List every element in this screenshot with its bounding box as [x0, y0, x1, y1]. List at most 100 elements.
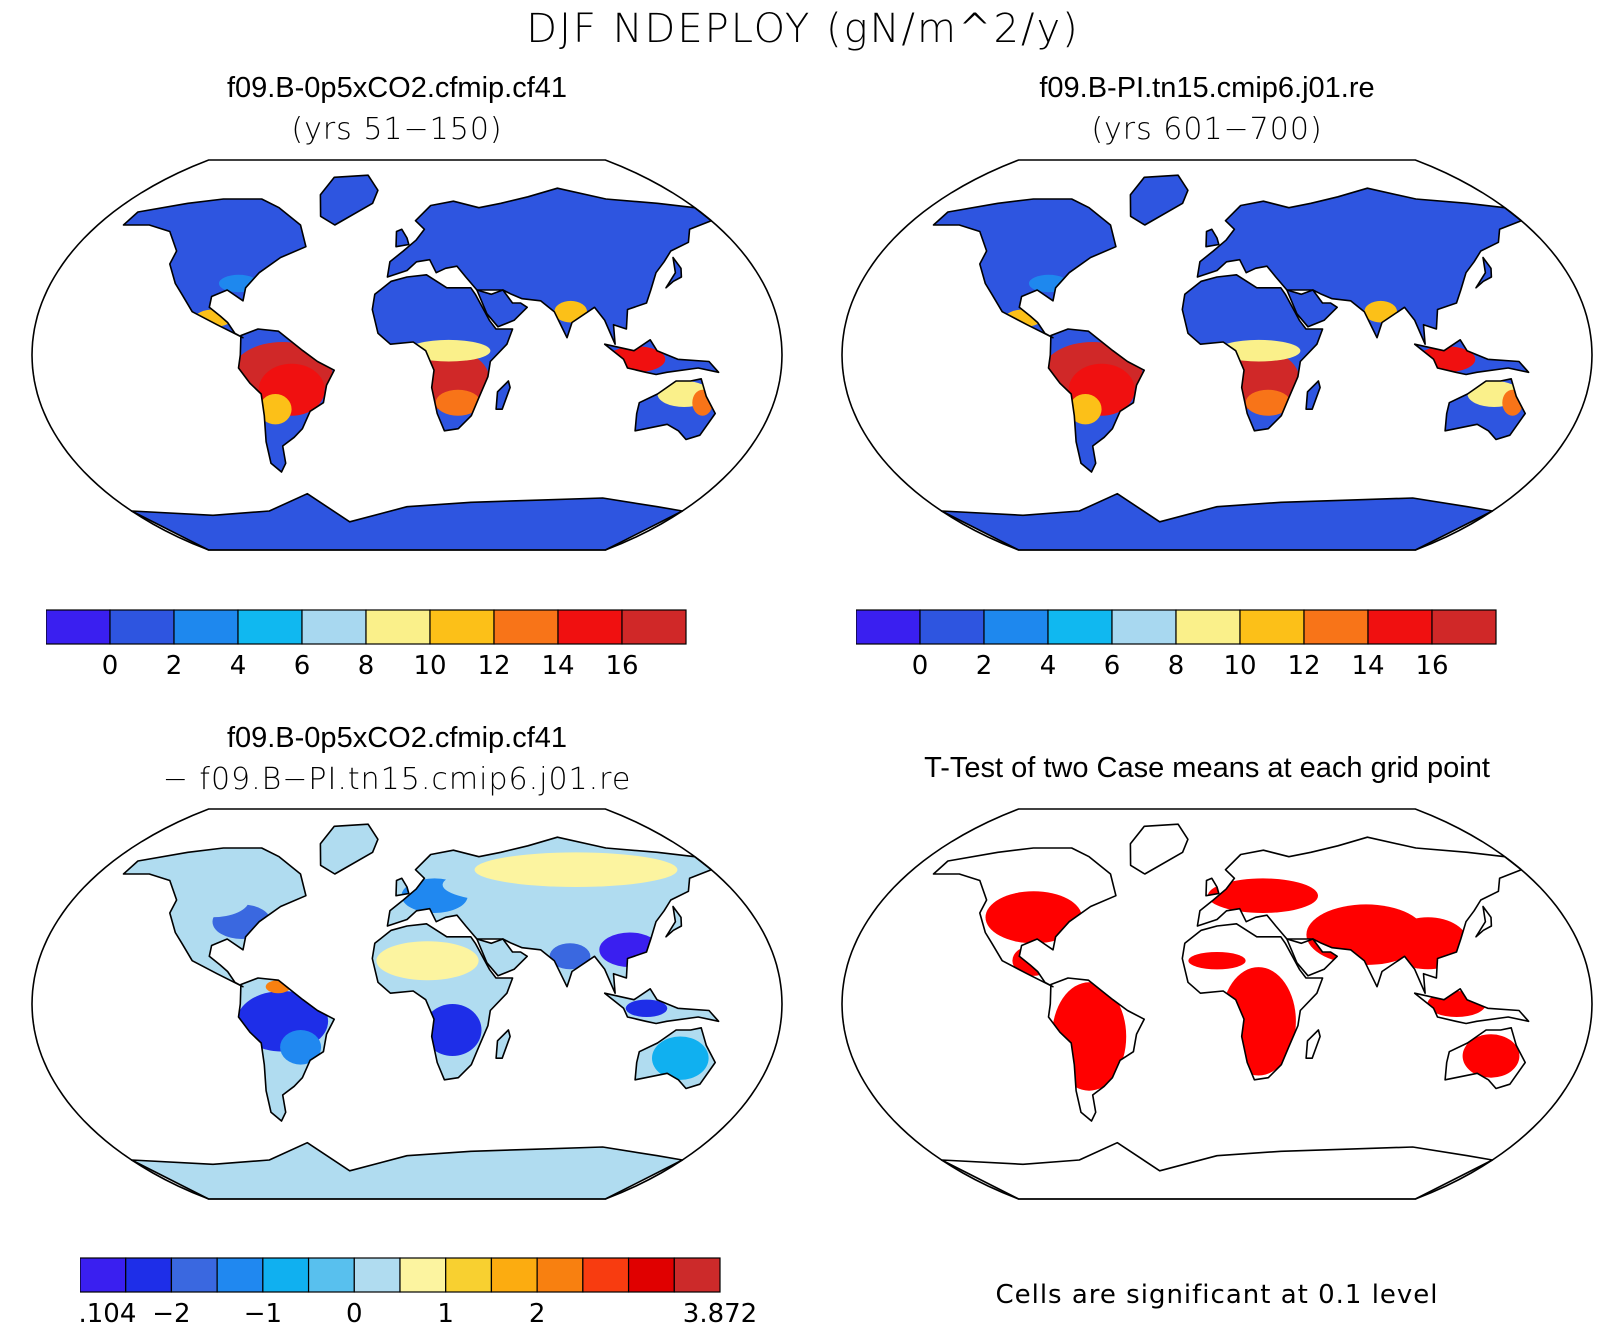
panel-2-title: f09.B-PI.tn15.cmip6.j01.re — [1039, 72, 1375, 104]
colorbar-box — [856, 609, 921, 645]
land-japan — [1476, 906, 1492, 937]
colorbar-box — [173, 609, 239, 645]
colorbar-box — [262, 1257, 310, 1293]
colorbar-box — [493, 609, 559, 645]
coastline-greenland — [319, 823, 379, 875]
field-region-1 — [280, 1030, 322, 1065]
coastline-africa — [371, 923, 514, 1081]
coastline-north_america — [122, 198, 307, 339]
coastline-north_america — [932, 847, 1117, 988]
colorbar-box — [125, 1257, 173, 1293]
colorbar-tick-label: −1 — [244, 1299, 282, 1324]
coastline-south_america — [1047, 328, 1145, 473]
panel-1-colorbar: 0 2 4 6 8 10 12 14 16 — [46, 609, 687, 681]
colorbar-box — [237, 609, 303, 645]
land-madagascar — [496, 1030, 511, 1059]
colorbar-tick-label: 16 — [605, 651, 638, 681]
land-north_america — [123, 199, 306, 338]
coastline-japan — [665, 905, 683, 938]
coastline-arabia — [476, 289, 528, 328]
colorbar-box — [307, 1257, 355, 1293]
land-antarctica — [941, 1142, 1493, 1199]
coastline-eurasia — [386, 187, 713, 345]
land-north_america — [933, 199, 1116, 338]
colorbar-box — [445, 1257, 493, 1293]
coastline-africa — [1181, 923, 1324, 1081]
coastline-japan — [1475, 256, 1493, 289]
field-region-4 — [1207, 878, 1318, 913]
coastline-australia — [634, 378, 716, 441]
land-arabia — [1286, 939, 1338, 976]
land-uk — [1206, 229, 1219, 247]
land-arabia — [476, 939, 528, 976]
colorbar-tick-label: 4 — [1040, 651, 1057, 681]
colorbar-box — [365, 609, 431, 645]
coastline-greenland — [319, 174, 379, 226]
panel-1-map — [31, 159, 783, 551]
land-antarctica — [131, 493, 683, 550]
field-region-6 — [474, 852, 678, 887]
panel-3-title: f09.B-0p5xCO2.cfmip.cf41 — [226, 722, 568, 754]
coastline-uk — [1205, 877, 1220, 897]
land-arabia — [1286, 290, 1338, 327]
panel-4-title: T-Test of two Case means at each grid po… — [924, 752, 1490, 784]
colorbar-box — [80, 1257, 127, 1293]
colorbar-box — [170, 1257, 218, 1293]
colorbar-tick-label: 4 — [230, 651, 247, 681]
land-eurasia — [1197, 188, 1522, 345]
coastline-indonesia — [1413, 339, 1530, 376]
field-region-5 — [1245, 389, 1291, 416]
colorbar-tick-label: 10 — [413, 651, 446, 681]
coastline-antarctica — [940, 1141, 1494, 1200]
coastline-indonesia — [603, 339, 720, 376]
coastline-madagascar — [495, 1029, 511, 1059]
colorbar-tick-label: 8 — [358, 651, 375, 681]
land-madagascar — [1306, 381, 1321, 410]
land-japan — [1476, 257, 1492, 288]
coastline-madagascar — [1305, 380, 1321, 410]
field-region-11 — [652, 1036, 709, 1080]
colorbar-box — [399, 1257, 447, 1293]
colorbar-box — [621, 609, 687, 645]
panel-2-subtitle: (yrs 601−700) — [1091, 112, 1323, 147]
colorbar-box — [1367, 609, 1433, 645]
coastline-madagascar — [1305, 1029, 1321, 1059]
land-greenland — [320, 175, 378, 225]
coastline-south_america — [237, 328, 335, 473]
colorbar-tick-label: 2 — [529, 1299, 546, 1324]
field-region-7 — [1462, 1034, 1520, 1078]
coastline-africa — [1181, 274, 1324, 432]
coastline-australia — [1444, 378, 1526, 441]
field-region-3 — [174, 882, 250, 918]
colorbar-box — [46, 609, 111, 645]
colorbar-tick-label: 2 — [166, 651, 183, 681]
field-region-12 — [625, 999, 668, 1017]
coastline-eurasia — [386, 836, 713, 994]
colorbar-tick-label: 16 — [1415, 651, 1448, 681]
land-madagascar — [496, 381, 511, 410]
colorbar-tick-label: 10 — [1223, 651, 1256, 681]
field-region-10 — [549, 943, 591, 970]
coastline-south_america — [237, 977, 335, 1122]
panel-2-map — [841, 159, 1593, 551]
colorbar-tick-label: 2 — [976, 651, 993, 681]
colorbar-box — [429, 609, 495, 645]
globe-outline — [31, 159, 783, 551]
coastline-antarctica — [130, 1141, 684, 1200]
land-antarctica — [131, 1142, 683, 1199]
colorbar-box — [673, 1257, 721, 1293]
colorbar-box — [301, 609, 367, 645]
field-region-2 — [1069, 394, 1102, 425]
colorbar-box — [627, 1257, 675, 1293]
colorbar-tick-label: 6 — [294, 651, 311, 681]
coastline-greenland — [1129, 823, 1189, 875]
colorbar-tick-label: 0 — [346, 1299, 363, 1324]
field-region-0 — [985, 891, 1082, 944]
colorbar-tick-label: 12 — [1287, 651, 1320, 681]
coastline-north_america — [122, 847, 307, 988]
coastline-south_america — [1047, 977, 1145, 1122]
globe-outline — [31, 808, 783, 1200]
colorbar-tick-label: 3.872 — [683, 1299, 757, 1324]
coastline-eurasia — [1196, 187, 1523, 345]
panel-4-map — [841, 808, 1593, 1200]
